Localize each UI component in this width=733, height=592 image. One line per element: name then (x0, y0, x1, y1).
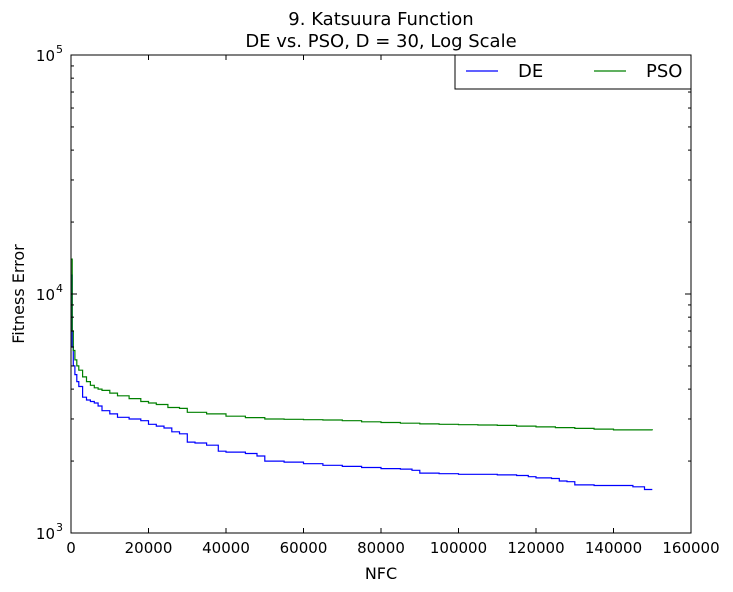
legend-label-pso: PSO (646, 61, 682, 82)
x-tick-label: 80000 (357, 539, 405, 557)
legend-label-de: DE (518, 61, 543, 82)
series-line-de (71, 274, 653, 491)
x-tick-label: 160000 (662, 539, 719, 557)
series-line-pso (71, 258, 653, 431)
legend: DE PSO (454, 54, 692, 90)
plot-area (71, 55, 691, 533)
y-tick-exponent: 5 (56, 43, 63, 56)
chart-subtitle: DE vs. PSO, D = 30, Log Scale (245, 31, 516, 52)
chart-title: 9. Katsuura Function (288, 9, 473, 30)
y-tick-label: 10 (36, 525, 55, 543)
y-tick-exponent: 4 (56, 282, 63, 295)
x-tick-label: 0 (66, 539, 76, 557)
legend-box (454, 54, 692, 90)
x-tick-label: 120000 (507, 539, 564, 557)
x-tick-label: 100000 (430, 539, 487, 557)
x-tick-label: 140000 (585, 539, 642, 557)
x-tick-label: 40000 (202, 539, 250, 557)
x-tick-label: 20000 (125, 539, 173, 557)
x-tick-label: 60000 (280, 539, 328, 557)
x-axis: 0 20000 40000 60000 80000 100000 120000 140000 1… (66, 55, 720, 557)
series-layer (71, 258, 653, 491)
y-tick-exponent: 3 (56, 521, 63, 534)
x-axis-label: NFC (365, 564, 397, 583)
y-axis-label: Fitness Error (9, 244, 28, 344)
y-tick-label: 10 (36, 286, 55, 304)
y-tick-label: 10 (36, 47, 55, 65)
